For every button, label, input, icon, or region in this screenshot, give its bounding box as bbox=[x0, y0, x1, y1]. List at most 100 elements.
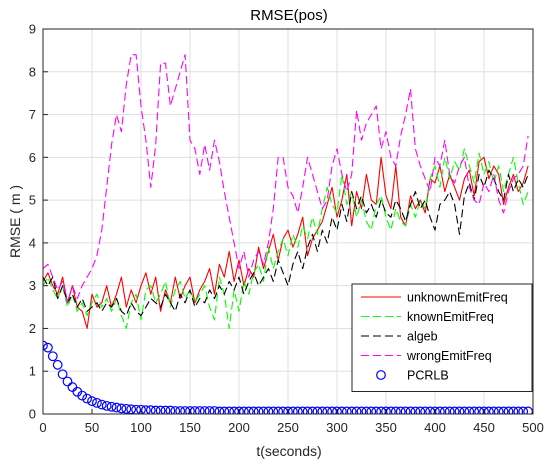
series-line-wrongemitfreq bbox=[43, 54, 529, 304]
pcrlb-marker bbox=[141, 405, 151, 414]
pcrlb-marker bbox=[523, 406, 533, 414]
pcrlb-marker bbox=[312, 406, 323, 414]
pcrlb-marker bbox=[199, 406, 210, 414]
pcrlb-marker bbox=[43, 342, 53, 353]
pcrlb-marker bbox=[341, 406, 352, 414]
pcrlb-marker bbox=[454, 406, 465, 414]
legend-label: wrongEmitFreq bbox=[406, 349, 492, 363]
pcrlb-marker bbox=[400, 406, 411, 414]
pcrlb-marker bbox=[234, 406, 244, 414]
pcrlb-marker bbox=[278, 406, 288, 414]
pcrlb-marker bbox=[239, 406, 249, 414]
pcrlb-marker bbox=[214, 406, 225, 414]
pcrlb-marker bbox=[292, 406, 303, 414]
y-tick-label: 1 bbox=[29, 364, 36, 379]
y-tick-label: 6 bbox=[29, 150, 36, 165]
y-tick-label: 5 bbox=[29, 193, 36, 208]
series-line-unknownemitfreq bbox=[43, 156, 529, 329]
pcrlb-marker bbox=[503, 406, 514, 414]
x-tick-label: 0 bbox=[39, 420, 46, 435]
pcrlb-marker bbox=[439, 406, 450, 414]
pcrlb-marker bbox=[498, 406, 509, 414]
pcrlb-marker bbox=[52, 359, 63, 370]
x-tick-label: 500 bbox=[522, 420, 544, 435]
pcrlb-marker bbox=[62, 376, 73, 387]
legend-label: knownEmitFreq bbox=[407, 310, 494, 324]
pcrlb-marker bbox=[101, 400, 112, 411]
pcrlb-marker bbox=[420, 406, 431, 414]
series-layer bbox=[43, 54, 533, 414]
pcrlb-marker bbox=[415, 406, 426, 414]
x-tick-label: 150 bbox=[179, 420, 201, 435]
pcrlb-marker bbox=[518, 406, 529, 414]
grid bbox=[43, 29, 533, 414]
pcrlb-marker bbox=[513, 406, 524, 414]
pcrlb-marker bbox=[253, 406, 264, 414]
pcrlb-marker bbox=[356, 406, 367, 414]
pcrlb-marker bbox=[386, 406, 396, 414]
pcrlb-marker bbox=[435, 406, 445, 414]
pcrlb-marker bbox=[508, 406, 519, 414]
x-tick-label: 100 bbox=[130, 420, 152, 435]
pcrlb-marker bbox=[332, 406, 342, 414]
pcrlb-marker bbox=[170, 406, 181, 414]
pcrlb-marker bbox=[469, 406, 480, 414]
pcrlb-marker bbox=[194, 406, 205, 414]
pcrlb-marker bbox=[405, 406, 416, 414]
legend-box bbox=[351, 283, 533, 392]
pcrlb-marker bbox=[175, 406, 186, 414]
x-tick-label: 200 bbox=[228, 420, 250, 435]
pcrlb-marker bbox=[425, 406, 435, 414]
pcrlb-marker bbox=[493, 406, 504, 414]
pcrlb-marker bbox=[322, 406, 333, 414]
pcrlb-marker bbox=[224, 406, 235, 414]
pcrlb-marker bbox=[185, 406, 195, 414]
y-tick-label: 9 bbox=[29, 22, 36, 37]
pcrlb-marker bbox=[444, 406, 455, 414]
pcrlb-marker bbox=[258, 406, 269, 414]
pcrlb-marker bbox=[209, 406, 220, 414]
x-axis-label: t(seconds) bbox=[256, 443, 321, 459]
pcrlb-marker bbox=[351, 406, 362, 414]
pcrlb-marker bbox=[410, 406, 421, 414]
pcrlb-marker bbox=[96, 399, 107, 410]
pcrlb-marker bbox=[297, 406, 308, 414]
pcrlb-marker bbox=[229, 406, 239, 414]
y-tick-label: 3 bbox=[29, 278, 36, 293]
pcrlb-marker bbox=[111, 402, 122, 413]
pcrlb-marker bbox=[390, 406, 401, 414]
legend-label: PCRLB bbox=[407, 369, 449, 383]
pcrlb-marker bbox=[136, 404, 146, 414]
pcrlb-marker bbox=[488, 406, 499, 414]
pcrlb-marker bbox=[371, 406, 382, 414]
pcrlb-marker bbox=[160, 405, 171, 414]
pcrlb-marker bbox=[190, 406, 200, 414]
pcrlb-marker bbox=[430, 406, 440, 414]
x-tick-label: 250 bbox=[277, 420, 299, 435]
pcrlb-marker bbox=[346, 406, 357, 414]
chart-title: RMSE(pos) bbox=[250, 7, 328, 24]
pcrlb-marker bbox=[273, 406, 284, 414]
legend: unknownEmitFreq knownEmitFreq algeb wrongEm… bbox=[351, 283, 533, 392]
legend-label: algeb bbox=[407, 330, 438, 344]
series-line-algeb bbox=[43, 169, 529, 317]
x-tick-label: 350 bbox=[375, 420, 397, 435]
pcrlb-marker bbox=[361, 406, 372, 414]
pcrlb-marker bbox=[165, 405, 176, 414]
pcrlb-marker bbox=[366, 406, 377, 414]
pcrlb-marker bbox=[77, 390, 88, 401]
pcrlb-marker bbox=[106, 401, 117, 412]
y-tick-label: 8 bbox=[29, 64, 36, 79]
pcrlb-marker bbox=[91, 397, 102, 408]
pcrlb-marker bbox=[337, 406, 347, 414]
pcrlb-marker bbox=[268, 406, 279, 414]
legend-marker-pcrlb bbox=[376, 370, 386, 380]
pcrlb-marker bbox=[283, 406, 293, 414]
pcrlb-marker bbox=[459, 406, 470, 414]
pcrlb-marker bbox=[82, 393, 92, 404]
axis-ticks: 0 50 100 150 200 250 300 350 400 450 500 0 1 2 3 4 5 6 7 8 9 bbox=[29, 22, 544, 436]
pcrlb-marker bbox=[180, 406, 190, 414]
pcrlb-marker bbox=[87, 396, 97, 407]
